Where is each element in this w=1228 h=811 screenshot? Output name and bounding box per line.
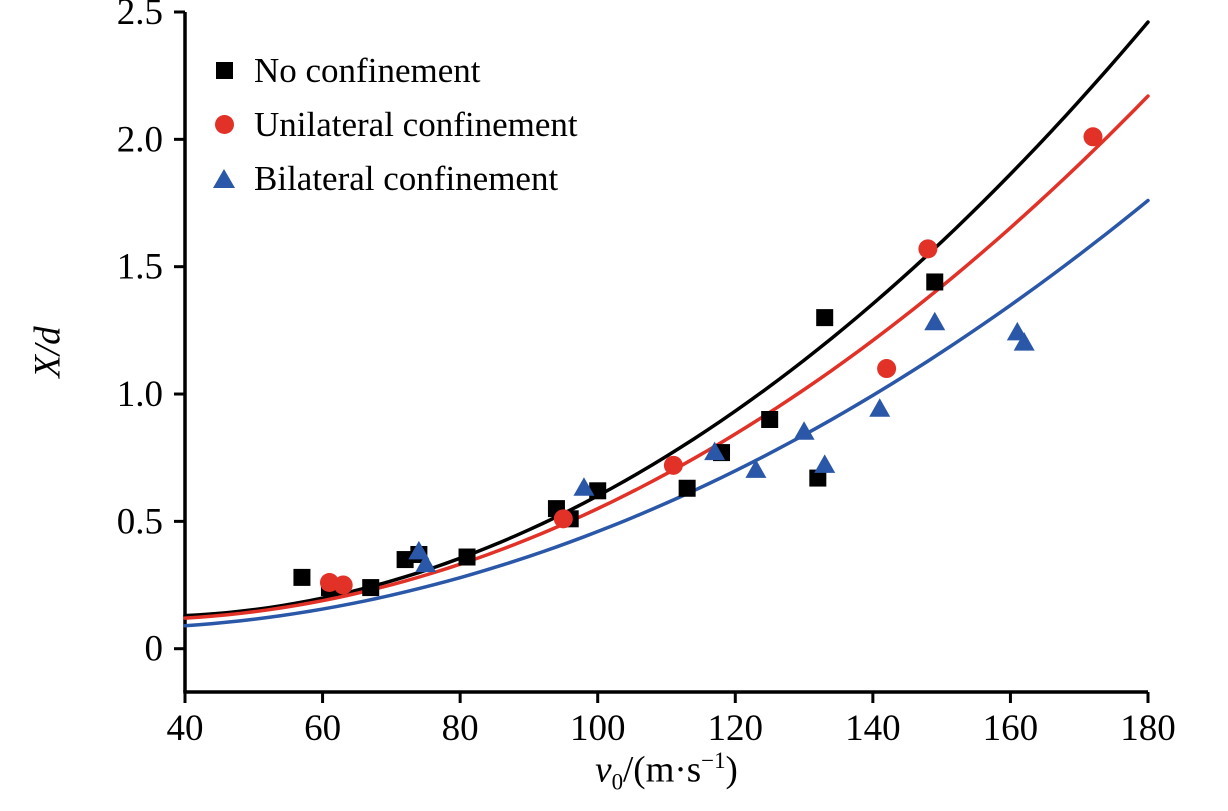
x-axis-title-sub: 0 [611,769,624,795]
y-axis-title: X/d [27,326,69,378]
data-point-triangle [745,459,767,478]
data-point-square [589,482,607,500]
x-axis-title: v0/(m·s−1) [185,748,1148,796]
x-tick-label: 100 [570,708,626,749]
y-tick-label: 2.5 [117,0,163,33]
legend-label: Unilateral confinement [254,104,578,144]
data-point-square [761,410,779,428]
legend-entry-unilateral-confinement: Unilateral confinement [212,102,578,146]
data-point-circle [553,509,573,529]
legend-label: No confinement [254,50,481,90]
x-tick-label: 40 [167,708,204,749]
x-tick-label: 180 [1120,708,1176,749]
data-point-square [458,548,476,566]
x-axis-title-mid: /(m·s [623,749,702,791]
data-point-triangle [573,477,595,496]
data-point-triangle [814,454,836,473]
x-tick-label: 80 [442,708,479,749]
y-tick-label: 0 [145,629,164,670]
legend: No confinement Unilateral confinement Bi… [212,48,578,200]
x-axis-title-var: v [595,749,612,791]
data-point-square [678,479,696,497]
x-tick-label: 120 [708,708,764,749]
y-tick-label: 1.0 [117,374,163,415]
data-point-circle [918,239,938,259]
y-tick-label: 1.5 [117,247,163,288]
x-tick-label: 160 [983,708,1039,749]
y-tick-label: 2.0 [117,119,163,160]
data-point-triangle [415,553,437,573]
x-tick-label: 60 [304,708,341,749]
data-point-circle [877,359,897,379]
square-marker-icon [212,61,236,79]
legend-label: Bilateral confinement [254,158,559,198]
legend-entry-no-confinement: No confinement [212,48,578,92]
x-tick-label: 140 [845,708,901,749]
data-point-square [396,551,414,569]
fit-curve-unilateral-confinement [183,94,1150,620]
data-point-triangle [869,398,891,417]
y-tick-label: 0.5 [117,501,163,542]
data-point-square [362,579,380,597]
legend-entry-bilateral-confinement: Bilateral confinement [212,156,578,200]
x-axis-title-end: ) [725,749,738,791]
triangle-marker-icon [212,168,236,188]
data-point-triangle [408,540,430,560]
data-point-circle [663,455,683,475]
data-point-triangle [793,421,815,440]
data-point-triangle [1013,332,1035,351]
data-point-triangle [924,311,946,331]
circle-marker-icon [212,114,236,134]
data-point-circle [333,575,353,595]
data-point-square [816,309,834,327]
data-point-square [809,469,827,487]
data-point-circle [1083,127,1103,147]
fit-curve-bilateral-confinement [183,198,1150,628]
data-point-square [926,273,944,291]
data-point-square [293,568,311,586]
x-axis-title-sup: −1 [701,748,726,773]
data-point-triangle [704,441,726,461]
